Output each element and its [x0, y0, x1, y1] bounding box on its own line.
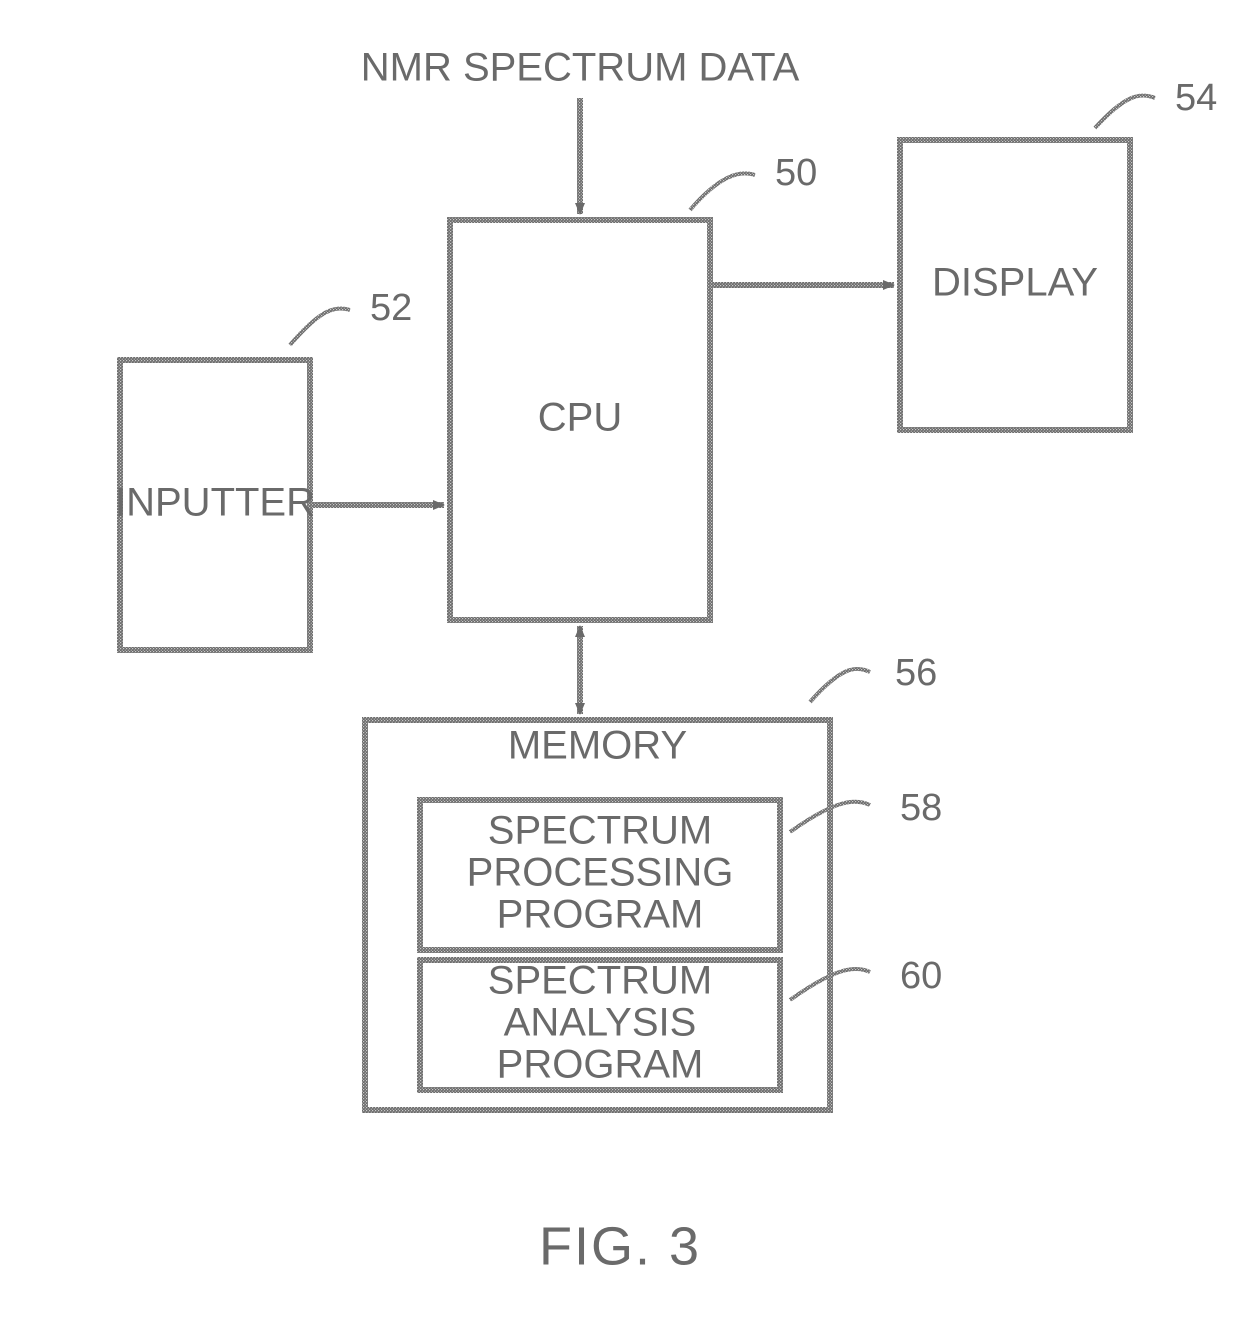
svg-text:DISPLAY: DISPLAY: [932, 261, 1098, 305]
leader-memory: [810, 669, 870, 702]
svg-text:PROGRAM: PROGRAM: [497, 1043, 704, 1087]
svg-text:CPU: CPU: [538, 396, 622, 440]
node-display: DISPLAY: [900, 140, 1130, 430]
svg-text:SPECTRUM: SPECTRUM: [488, 809, 712, 853]
refnum-spp: 58: [900, 787, 942, 829]
leader-inputter: [290, 308, 350, 345]
svg-text:INPUTTER: INPUTTER: [115, 481, 315, 525]
node-spp: SPECTRUMPROCESSINGPROGRAM: [420, 800, 780, 950]
figure-label: FIG. 3: [539, 1216, 701, 1276]
refnum-cpu: 50: [775, 152, 817, 194]
leader-display: [1095, 96, 1155, 128]
node-inputter: INPUTTER: [115, 360, 315, 650]
node-sap: SPECTRUMANALYSISPROGRAM: [420, 959, 780, 1090]
leader-cpu: [690, 173, 755, 210]
svg-text:MEMORY: MEMORY: [508, 724, 687, 768]
title-label: NMR SPECTRUM DATA: [361, 46, 800, 90]
node-cpu: CPU: [450, 220, 710, 620]
svg-text:PROGRAM: PROGRAM: [497, 893, 704, 937]
svg-text:PROCESSING: PROCESSING: [467, 851, 734, 895]
refnum-memory: 56: [895, 652, 937, 694]
refnum-sap: 60: [900, 955, 942, 997]
svg-text:SPECTRUM: SPECTRUM: [488, 959, 712, 1003]
refnum-display: 54: [1175, 77, 1217, 119]
svg-text:ANALYSIS: ANALYSIS: [504, 1001, 697, 1045]
refnum-inputter: 52: [370, 287, 412, 329]
